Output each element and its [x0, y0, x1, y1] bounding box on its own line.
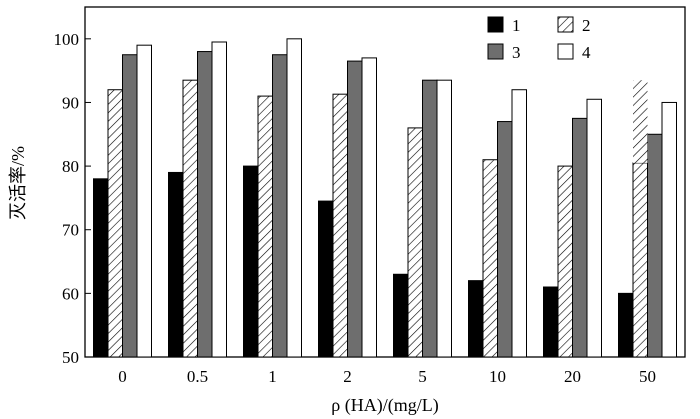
bar-series-1-cat-0.5: [168, 171, 184, 358]
bar-series-3-cat-1: [272, 54, 288, 358]
bar-series-2-cat-10: [482, 159, 498, 358]
y-tick-label: 80: [62, 157, 79, 176]
bar-series-1-cat-10: [468, 280, 484, 358]
x-tick-label: 1: [268, 367, 277, 386]
bar-series-1-cat-50: [618, 292, 634, 358]
legend-swatch-2: [557, 16, 574, 33]
x-tick-label: 5: [418, 367, 427, 386]
y-tick-label: 90: [62, 93, 79, 112]
bar-series-4-cat-20: [586, 98, 602, 358]
bar-series-3-cat-20: [572, 117, 588, 358]
bar-series-3-cat-50: [647, 133, 663, 358]
bars-layer: [93, 38, 677, 358]
plot-area-frame: [84, 6, 686, 358]
bar-series-1-cat-2: [318, 200, 334, 358]
x-axis-label: ρ (HA)/(mg/L): [331, 395, 438, 416]
bar-series-3-cat-0: [122, 54, 138, 358]
x-tick-label: 2: [343, 367, 352, 386]
legend-label-2: 2: [582, 16, 591, 35]
bar-series-4-cat-1: [286, 38, 302, 358]
legend-label-4: 4: [582, 43, 591, 62]
bar-series-1-cat-20: [543, 286, 559, 358]
bar-series-1-cat-0: [93, 178, 109, 358]
bar-series-4-cat-0: [136, 44, 152, 358]
x-tick-label: 50: [639, 367, 656, 386]
legend: 1 2 3 4: [487, 16, 591, 62]
bar-series-3-cat-0.5: [197, 51, 213, 358]
y-tick-label: 50: [62, 348, 79, 367]
bar-series-2-cat-2: [332, 93, 348, 358]
x-tick-label: 10: [489, 367, 506, 386]
y-tick-label: 100: [54, 30, 80, 49]
x-tick-label: 20: [564, 367, 581, 386]
bar-series-1-cat-1: [243, 165, 259, 358]
bar-series-1-cat-5: [393, 273, 409, 358]
y-axis: 50 60 70 80 90 100: [54, 30, 91, 367]
legend-swatch-1: [487, 16, 504, 33]
bar-series-3-cat-10: [497, 121, 513, 358]
x-axis: 0 0.5 1 2 5 10 20 50: [118, 352, 656, 386]
bar-series-4-cat-5: [436, 79, 452, 358]
bar-series-4-cat-2: [361, 57, 377, 358]
bar-series-2-cat-0: [107, 89, 123, 358]
bar-series-4-cat-10: [511, 89, 527, 358]
x-tick-label: 0.5: [187, 367, 208, 386]
y-axis-label: 灭活率/%: [8, 146, 28, 220]
bar-series-2-cat-0.5: [182, 79, 198, 358]
bar-series-4-cat-50: [661, 101, 677, 358]
legend-swatch-3: [487, 43, 504, 60]
bar-series-2-cat-5: [407, 127, 423, 358]
y-tick-label: 60: [62, 284, 79, 303]
bar-series-2-cat-1: [257, 95, 273, 358]
x-tick-label: 0: [118, 367, 127, 386]
legend-label-3: 3: [512, 43, 521, 62]
extra-hatch-mark-2-cat-50: [633, 80, 648, 163]
bar-series-3-cat-5: [422, 79, 438, 358]
y-tick-label: 70: [62, 221, 79, 240]
bar-series-4-cat-0.5: [211, 41, 227, 358]
bar-series-3-cat-2: [347, 60, 363, 358]
bar-series-2-cat-50: [632, 162, 648, 358]
legend-swatch-4: [557, 43, 574, 60]
bar-series-2-cat-20: [557, 165, 573, 358]
legend-label-1: 1: [512, 16, 521, 35]
